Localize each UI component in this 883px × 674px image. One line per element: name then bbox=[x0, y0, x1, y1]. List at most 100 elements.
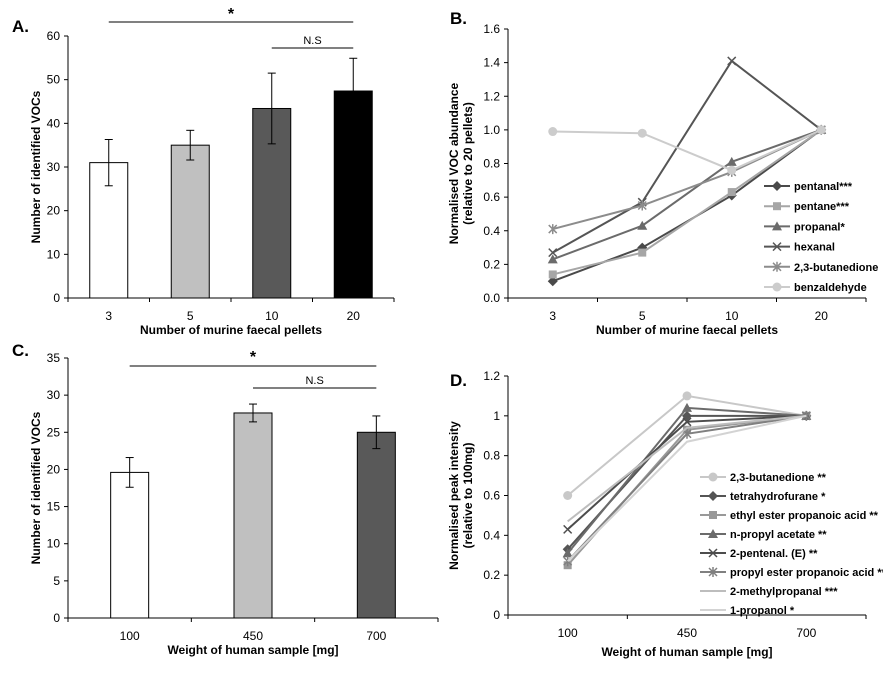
panel-d-legend-marker bbox=[708, 491, 718, 501]
panel-b-legend-marker bbox=[772, 221, 782, 231]
panel-b-data-point bbox=[548, 127, 558, 137]
panel-c-ytick-label: 0 bbox=[53, 611, 60, 625]
panel-d-ytick-label: 0.2 bbox=[483, 568, 500, 582]
panel-b-legend-label: propanal* bbox=[794, 221, 845, 233]
panel-d-letter: D. bbox=[450, 371, 467, 390]
panel-b-legend-label: pentane*** bbox=[794, 201, 850, 213]
panel-c-ytick-label: 30 bbox=[47, 388, 61, 402]
panel-b-legend-marker bbox=[773, 202, 781, 211]
panel-a-significance-label: * bbox=[228, 6, 235, 23]
panel-a-xtick-label: 20 bbox=[347, 309, 361, 323]
panel-b-ylabel: (relative to 20 pellets) bbox=[461, 102, 475, 225]
panel-b-data-point bbox=[637, 220, 648, 230]
panel-d-ytick-label: 0.4 bbox=[483, 528, 500, 542]
panel-d-data-point bbox=[682, 391, 692, 401]
panel-b-legend-label: benzaldehyde bbox=[794, 282, 867, 294]
panel-a-ylabel: Number of identified VOCs bbox=[29, 90, 43, 243]
panel-b-legend-marker bbox=[772, 242, 782, 252]
panel-a-ytick-label: 40 bbox=[47, 116, 61, 130]
panel-d-legend-label: 2,3-butanedione ** bbox=[730, 472, 827, 484]
panel-b-ytick-label: 0.6 bbox=[483, 190, 500, 204]
panel-c-bar bbox=[233, 412, 273, 619]
panel-c-xlabel: Weight of human sample [mg] bbox=[167, 643, 338, 657]
panel-d-legend-label: 2-pentenal. (E) ** bbox=[730, 548, 818, 560]
panel-a-ytick-label: 30 bbox=[47, 160, 61, 174]
panel-d: D. 0 0.2 0.4 0.6 0.8 1 1.2 100 450 700 Weight of hu… bbox=[447, 369, 883, 659]
panel-b-legend-marker bbox=[772, 282, 782, 292]
panel-b-legend-label: 2,3-butanedione bbox=[794, 262, 878, 274]
panel-d-legend-marker bbox=[709, 511, 717, 519]
panel-b-ytick-label: 0.0 bbox=[483, 291, 500, 305]
panel-d-legend-label: 1-propanol * bbox=[730, 605, 795, 617]
panel-d-legend-marker bbox=[708, 529, 718, 538]
panel-b-data-point bbox=[638, 248, 647, 257]
panel-c-ylabel: Number of identified VOCs bbox=[29, 411, 43, 564]
panel-b-ytick-label: 1.2 bbox=[483, 89, 500, 103]
panel-d-ytick-label: 1.2 bbox=[483, 369, 500, 383]
panel-b-ytick-label: 0.2 bbox=[483, 257, 500, 271]
panel-b-data-point bbox=[548, 248, 558, 258]
panel-d-legend-label: propyl ester propanoic acid ** bbox=[730, 567, 883, 579]
panel-d-ylabel: (relative to 100mg) bbox=[461, 442, 475, 548]
panel-d-ytick-label: 0 bbox=[493, 608, 500, 622]
panel-b-data-point bbox=[727, 56, 737, 66]
panel-c-xtick-label: 100 bbox=[120, 629, 140, 643]
panel-b-legend-marker bbox=[772, 181, 782, 191]
panel-a-ytick-label: 10 bbox=[47, 247, 61, 261]
panel-d-data-point bbox=[562, 548, 573, 558]
panel-d-xlabel: Weight of human sample [mg] bbox=[601, 645, 772, 659]
panel-b-legend-label: hexanal bbox=[794, 242, 835, 254]
panel-b-ytick-label: 0.4 bbox=[483, 224, 500, 238]
panel-d-data-point bbox=[682, 417, 692, 427]
panel-a-bar bbox=[333, 90, 373, 299]
panel-d-data-point bbox=[563, 491, 573, 500]
panel-b-xtick-label: 3 bbox=[549, 309, 556, 323]
panel-a-ytick-label: 0 bbox=[53, 291, 60, 305]
panel-b-xlabel: Number of murine faecal pellets bbox=[596, 323, 778, 337]
panel-a-xlabel: Number of murine faecal pellets bbox=[140, 323, 322, 337]
panel-a-xtick-label: 10 bbox=[265, 309, 279, 323]
panel-d-legend-label: tetrahydrofurane * bbox=[730, 491, 826, 503]
panel-b-xtick-label: 10 bbox=[725, 309, 739, 323]
panel-a-ytick-label: 60 bbox=[47, 29, 61, 43]
panel-d-series-line bbox=[566, 414, 807, 562]
panel-d-legend-label: 2-methylpropanal *** bbox=[730, 586, 838, 598]
panel-b-xtick-label: 20 bbox=[815, 309, 829, 323]
panel-b-data-point bbox=[726, 156, 737, 166]
panel-a-xtick-label: 5 bbox=[187, 309, 194, 323]
panel-a-bar bbox=[170, 144, 210, 299]
panel-c-ytick-label: 25 bbox=[47, 425, 61, 439]
panel-c-ytick-label: 20 bbox=[47, 462, 61, 476]
panel-c-ytick-label: 35 bbox=[47, 351, 61, 365]
panel-b-data-point bbox=[548, 270, 557, 279]
panel-d-series-line bbox=[567, 414, 807, 523]
panel-b-letter: B. bbox=[450, 9, 467, 28]
panel-b-data-point bbox=[637, 128, 647, 138]
panel-a-xtick-label: 3 bbox=[105, 309, 112, 323]
panel-b: B. 0.0 0.2 0.4 0.6 0.8 1.0 1.2 1.4 1.6 3 5 10 20 Numbe… bbox=[447, 9, 878, 337]
panel-c-letter: C. bbox=[12, 341, 29, 360]
panel-b-series-line bbox=[552, 129, 822, 276]
panel-c-significance-label: * bbox=[250, 349, 257, 366]
panel-b-series-line bbox=[552, 128, 822, 261]
panel-a-letter: A. bbox=[12, 17, 29, 36]
panel-c-ytick-label: 10 bbox=[47, 537, 61, 551]
panel-d-legend-label: n-propyl acetate ** bbox=[730, 529, 827, 541]
panel-a-significance-label: N.S bbox=[303, 35, 321, 47]
panel-d-data-point bbox=[682, 402, 692, 412]
panel-d-legend-marker bbox=[708, 472, 718, 482]
panel-b-xtick-label: 5 bbox=[639, 309, 646, 323]
panel-b-legend-marker bbox=[772, 261, 782, 272]
panel-d-legend-marker bbox=[708, 548, 718, 558]
panel-c-bar bbox=[356, 431, 396, 619]
panel-c-ytick-label: 15 bbox=[47, 500, 61, 514]
panel-a-ytick-label: 50 bbox=[47, 73, 61, 87]
panel-c-significance-label: N.S bbox=[305, 375, 323, 387]
panel-b-ytick-label: 1.4 bbox=[483, 56, 500, 70]
panel-d-xtick-label: 700 bbox=[796, 626, 816, 640]
panel-b-data-point bbox=[727, 165, 737, 175]
panel-b-ylabel: Normalised VOC abundance bbox=[447, 82, 461, 244]
panel-d-ylabel: Normalised peak intensity bbox=[447, 421, 461, 570]
panel-d-data-point bbox=[563, 524, 573, 534]
